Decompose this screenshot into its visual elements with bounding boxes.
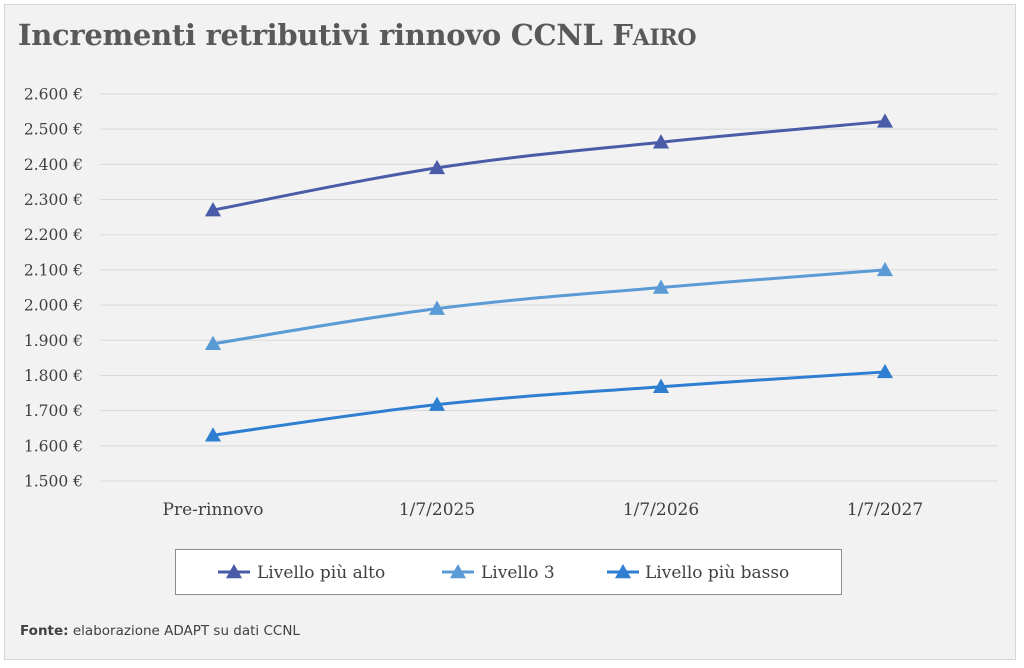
x-tick-label: 1/7/2025 xyxy=(399,500,475,520)
y-tick-label: 2.000 € xyxy=(24,297,83,315)
x-tick-label: 1/7/2027 xyxy=(847,500,923,520)
series-line xyxy=(211,268,887,346)
y-tick-label: 2.300 € xyxy=(24,191,83,209)
y-tick-label: 2.600 € xyxy=(24,86,83,104)
chart-title-main: Incrementi retributivi rinnovo CCNL F xyxy=(18,18,633,52)
legend-label: Livello 3 xyxy=(481,563,555,583)
series-line xyxy=(211,119,887,212)
data-point-marker xyxy=(876,363,894,379)
y-tick-label: 1.800 € xyxy=(24,367,83,385)
chart-title-tail: AIRO xyxy=(632,25,697,51)
legend-marker xyxy=(614,563,632,579)
y-tick-label: 1.900 € xyxy=(24,332,83,350)
data-point-marker xyxy=(876,261,894,277)
data-point-marker xyxy=(204,335,222,351)
data-point-marker xyxy=(652,378,670,393)
data-point-marker xyxy=(876,113,894,128)
legend xyxy=(175,549,842,595)
source-text: elaborazione ADAPT su dati CCNL xyxy=(72,623,300,639)
source-label: Fonte: xyxy=(20,623,69,639)
data-point-marker xyxy=(428,300,446,315)
y-tick-label: 1.600 € xyxy=(24,437,83,455)
series-line xyxy=(211,370,887,437)
chart-title: Incrementi retributivi rinnovo CCNL FAIR… xyxy=(18,18,697,52)
y-tick-label: 2.100 € xyxy=(24,261,83,279)
data-point-marker xyxy=(652,134,670,149)
data-point-marker xyxy=(204,202,222,217)
source-note: Fonte: elaborazione ADAPT su dati CCNL xyxy=(20,623,300,639)
y-tick-label: 2.200 € xyxy=(24,226,83,244)
data-point-marker xyxy=(652,279,670,294)
legend-label: Livello più alto xyxy=(257,563,385,583)
x-tick-label: 1/7/2026 xyxy=(623,500,699,520)
data-point-marker xyxy=(428,159,446,175)
y-tick-label: 2.500 € xyxy=(24,121,83,139)
y-tick-label: 1.500 € xyxy=(24,473,83,491)
legend-marker xyxy=(449,563,467,579)
y-tick-label: 2.400 € xyxy=(24,156,83,174)
data-point-marker xyxy=(204,427,222,442)
x-tick-label: Pre-rinnovo xyxy=(163,500,264,520)
legend-marker xyxy=(225,563,243,579)
y-tick-label: 1.700 € xyxy=(24,402,83,420)
data-point-marker xyxy=(428,396,446,411)
legend-label: Livello più basso xyxy=(645,563,789,583)
